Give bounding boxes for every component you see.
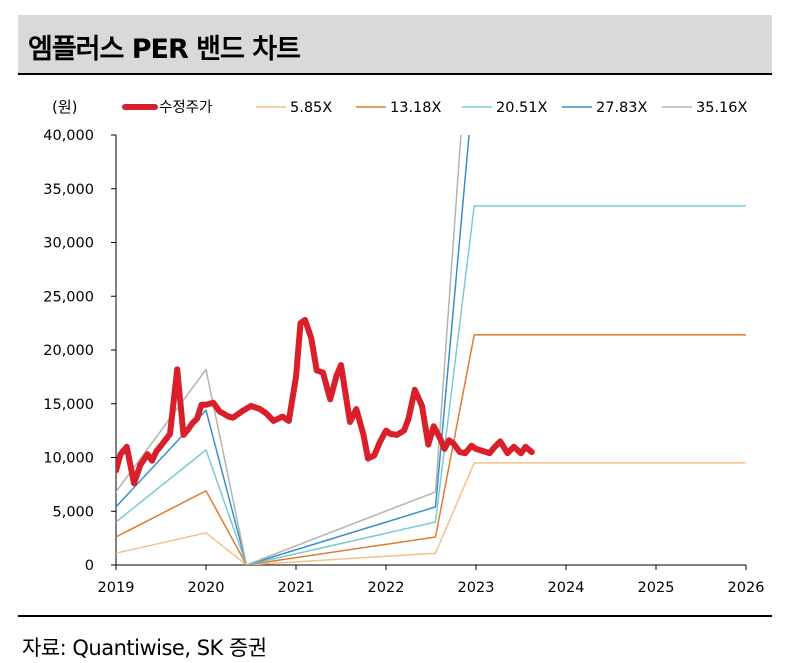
x-tick-label: 2024 (548, 580, 585, 596)
legend-label: 27.83X (596, 100, 648, 116)
per-band-chart: (원) 수정주가 5.85X 13.18X 20.51X 27.83X 35.16X 0 5… (43, 98, 765, 596)
series-layer (116, 135, 746, 565)
series-line-27-83x (116, 135, 470, 565)
axes-frame (115, 135, 746, 566)
y-tick-label: 30,000 (43, 236, 94, 252)
legend-label: 5.85X (290, 100, 332, 116)
source-note: 자료: Quantiwise, SK 증권 (22, 636, 267, 660)
title-bar: 엠플러스 PER 밴드 차트 (18, 15, 772, 75)
y-tick-label: 40,000 (43, 128, 94, 144)
x-tick-label: 2019 (98, 580, 135, 596)
x-tick-label: 2022 (368, 580, 405, 596)
series-line-13-18x (116, 334, 746, 565)
series-line-price (116, 316, 535, 487)
y-tick-label: 5,000 (52, 504, 94, 520)
series-line-5-85x (116, 462, 746, 565)
x-tick-label: 2021 (278, 580, 315, 596)
y-tick-label: 10,000 (43, 451, 94, 467)
unit-label: (원) (52, 98, 78, 116)
x-tick-label: 2023 (458, 580, 495, 596)
legend: 수정주가 5.85X 13.18X 20.51X 27.83X 35.16X (122, 99, 748, 116)
series-line-35-16x (116, 135, 462, 565)
y-tick-label: 25,000 (43, 289, 94, 305)
x-tick-label: 2020 (188, 580, 225, 596)
y-tick-label: 35,000 (43, 182, 94, 198)
x-tick-label: 2025 (638, 580, 675, 596)
legend-label: 20.51X (496, 100, 548, 116)
y-tick-label: 15,000 (43, 397, 94, 413)
page-title: 엠플러스 PER 밴드 차트 (28, 34, 301, 65)
legend-label: 35.16X (696, 100, 748, 116)
x-axis: 2019 2020 2021 2022 2023 2024 2025 2026 (98, 565, 765, 596)
legend-label: 수정주가 (159, 99, 212, 116)
y-axis: 0 5,000 10,000 15,000 20,000 25,000 30,000 35,0… (43, 128, 116, 574)
footer-divider (18, 615, 772, 617)
y-tick-label: 0 (85, 558, 94, 574)
series-line-20-51x (116, 205, 746, 565)
x-tick-label: 2026 (728, 580, 765, 596)
legend-label: 13.18X (390, 100, 442, 116)
y-tick-label: 20,000 (43, 343, 94, 359)
